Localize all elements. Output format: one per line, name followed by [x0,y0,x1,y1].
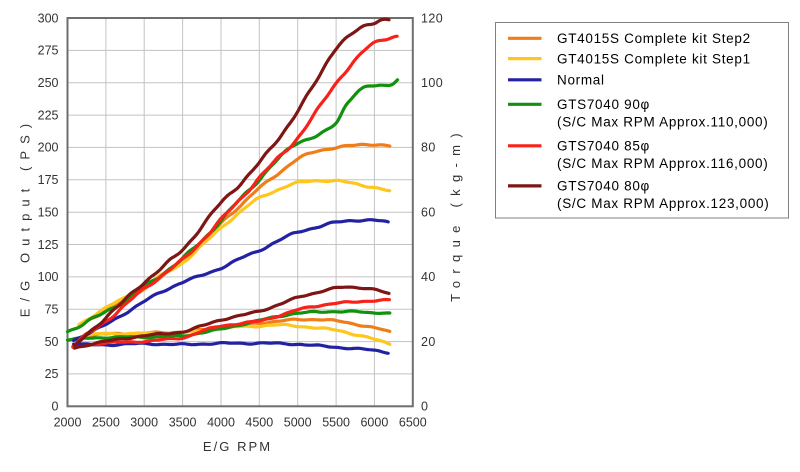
svg-text:GT4015S Complete kit Step1: GT4015S Complete kit Step1 [557,51,751,66]
svg-text:3000: 3000 [130,416,158,430]
svg-text:GTS7040 80φ: GTS7040 80φ [557,179,650,194]
svg-text:3500: 3500 [169,416,197,430]
svg-text:Normal: Normal [557,73,605,88]
svg-text:2000: 2000 [54,416,82,430]
svg-text:E/G RPM: E/G RPM [203,439,272,454]
svg-text:GT4015S Complete kit Step2: GT4015S Complete kit Step2 [557,31,751,46]
svg-text:40: 40 [421,270,436,284]
svg-text:175: 175 [38,173,59,187]
svg-text:5500: 5500 [322,416,350,430]
svg-text:0: 0 [421,400,428,414]
svg-text:300: 300 [38,11,59,25]
svg-text:275: 275 [38,44,59,58]
svg-text:50: 50 [45,335,59,349]
svg-text:GTS7040 85φ: GTS7040 85φ [557,139,650,154]
svg-text:6000: 6000 [360,416,388,430]
svg-text:80: 80 [421,141,436,155]
svg-text:5000: 5000 [284,416,312,430]
svg-text:0: 0 [52,400,59,414]
svg-text:2500: 2500 [92,416,120,430]
svg-text:120: 120 [421,11,443,25]
svg-text:6500: 6500 [399,416,427,430]
svg-text:150: 150 [38,206,59,220]
svg-text:100: 100 [421,76,443,90]
svg-text:(S/C Max RPM Approx.110,000): (S/C Max RPM Approx.110,000) [557,115,768,130]
svg-text:4000: 4000 [207,416,235,430]
svg-text:25: 25 [45,367,59,381]
svg-text:Torque (kg-m): Torque (kg-m) [448,126,463,302]
svg-text:200: 200 [38,141,59,155]
svg-text:4500: 4500 [245,416,273,430]
svg-text:(S/C Max RPM Approx.116,000): (S/C Max RPM Approx.116,000) [557,156,768,171]
svg-text:60: 60 [421,206,436,220]
svg-text:250: 250 [38,76,59,90]
svg-text:125: 125 [38,238,59,252]
svg-text:(S/C Max RPM Approx.123,000): (S/C Max RPM Approx.123,000) [557,196,769,211]
svg-text:75: 75 [45,303,59,317]
svg-text:225: 225 [38,108,59,122]
svg-text:GTS7040 90φ: GTS7040 90φ [557,97,650,112]
svg-text:20: 20 [421,335,436,349]
svg-text:E/G Output (PS): E/G Output (PS) [18,117,33,317]
svg-text:100: 100 [38,270,59,284]
